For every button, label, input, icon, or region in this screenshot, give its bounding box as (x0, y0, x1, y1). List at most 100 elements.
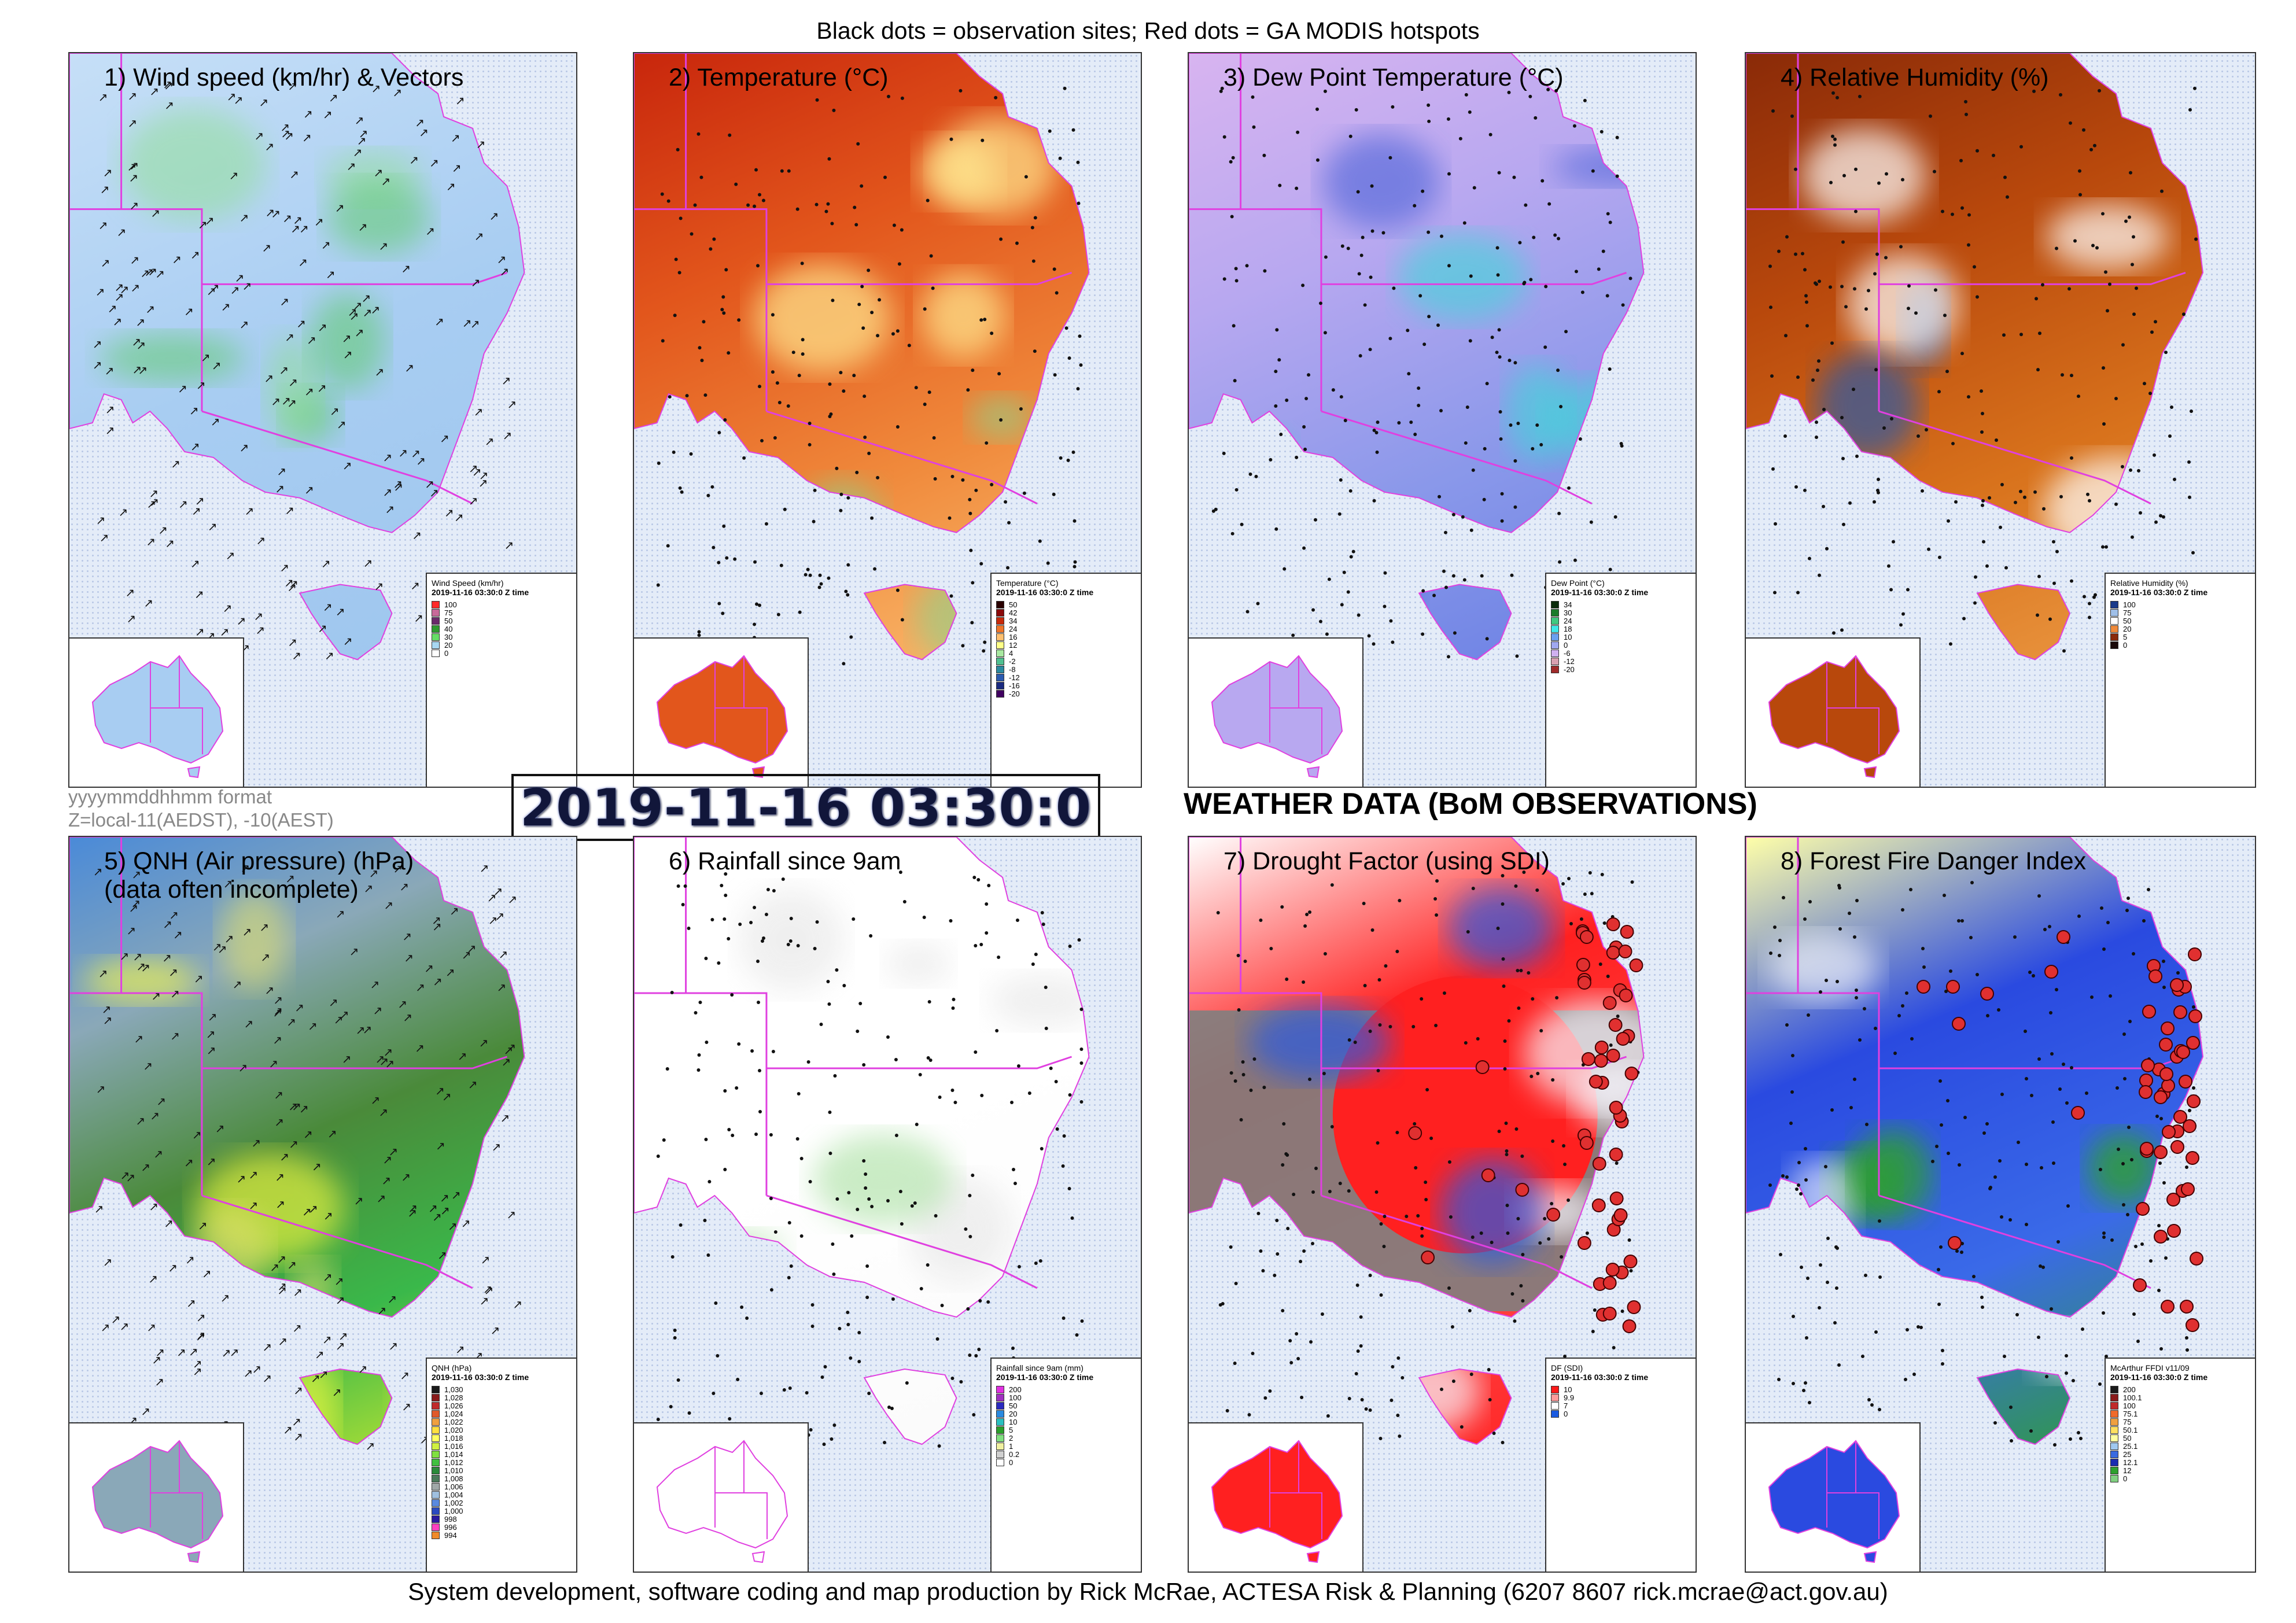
legend-label: 50 (2123, 1433, 2132, 1443)
svg-text:↗: ↗ (440, 1192, 449, 1205)
svg-text:↗: ↗ (242, 280, 252, 293)
svg-text:↗: ↗ (229, 170, 239, 183)
svg-text:↗: ↗ (239, 212, 249, 225)
svg-text:↗: ↗ (366, 1440, 375, 1453)
svg-text:↗: ↗ (93, 359, 102, 372)
legend-row: 50 (2110, 1433, 2250, 1443)
legend-label: 1,024 (444, 1409, 463, 1418)
modis-hotspots (1408, 917, 1643, 1333)
svg-text:↗: ↗ (415, 982, 425, 994)
svg-text:↗: ↗ (234, 94, 244, 107)
svg-text:↗: ↗ (323, 109, 333, 121)
svg-text:↗: ↗ (173, 929, 183, 942)
svg-text:↗: ↗ (131, 282, 141, 294)
svg-text:↗: ↗ (281, 128, 290, 141)
svg-text:↗: ↗ (212, 360, 222, 372)
svg-text:↗: ↗ (432, 921, 442, 934)
legend-row: -12 (1551, 657, 1691, 666)
legend-swatch (432, 641, 440, 649)
svg-text:↗: ↗ (132, 869, 142, 881)
svg-text:↗: ↗ (322, 1334, 332, 1347)
svg-text:↗: ↗ (448, 1220, 458, 1233)
svg-text:↗: ↗ (155, 268, 165, 281)
legend-label: 100 (444, 600, 457, 609)
svg-text:↗: ↗ (101, 1322, 110, 1334)
legend-swatch (2110, 608, 2118, 617)
svg-text:↗: ↗ (146, 1322, 156, 1334)
legend-swatch (996, 665, 1004, 673)
svg-text:↗: ↗ (355, 327, 364, 340)
legend-swatch (2110, 1442, 2118, 1450)
observation-sites (656, 86, 1083, 667)
svg-text:↗: ↗ (401, 263, 411, 275)
svg-text:↗: ↗ (343, 635, 353, 648)
legend-swatch (432, 1474, 440, 1482)
legend-label: 0 (444, 648, 449, 658)
legend-swatch (1551, 1410, 1559, 1418)
svg-text:↗: ↗ (483, 1283, 493, 1296)
svg-text:↗: ↗ (220, 626, 230, 639)
legend-swatch (1551, 657, 1559, 665)
svg-text:↗: ↗ (280, 121, 290, 134)
svg-text:↗: ↗ (398, 447, 408, 460)
svg-text:↗: ↗ (292, 650, 301, 662)
svg-text:↗: ↗ (374, 581, 384, 593)
legend-label: 9.9 (1564, 1393, 1575, 1402)
svg-text:↗: ↗ (171, 458, 180, 471)
svg-text:↗: ↗ (289, 1138, 298, 1151)
legend-row: -12 (996, 673, 1136, 682)
svg-text:↗: ↗ (241, 862, 250, 875)
legend-row: 2 (996, 1434, 1136, 1443)
map-legend: Relative Humidity (%) 2019-11-16 03:30:0 … (2105, 573, 2255, 787)
svg-text:↗: ↗ (433, 976, 443, 988)
legend-label: 100 (2123, 1401, 2136, 1410)
legend-label: 1,022 (444, 1417, 463, 1426)
svg-text:↗: ↗ (115, 291, 124, 304)
svg-text:↗: ↗ (164, 80, 174, 93)
svg-text:↗: ↗ (274, 1116, 284, 1129)
svg-text:↗: ↗ (371, 304, 381, 316)
legend-row: 994 (432, 1531, 572, 1540)
svg-text:↗: ↗ (164, 99, 174, 112)
legend-row: 1,006 (432, 1482, 572, 1491)
svg-text:↗: ↗ (198, 1220, 208, 1233)
legend-row: 20 (432, 641, 572, 650)
legend-swatch (1551, 649, 1559, 657)
svg-text:↗: ↗ (239, 319, 249, 331)
svg-text:↗: ↗ (146, 536, 156, 549)
svg-text:↗: ↗ (412, 530, 422, 543)
legend-row: 50 (432, 617, 572, 625)
legend-label: 1,000 (444, 1506, 463, 1515)
svg-text:↗: ↗ (163, 79, 172, 91)
svg-text:↗: ↗ (255, 130, 264, 143)
svg-text:↗: ↗ (256, 624, 266, 637)
svg-text:↗: ↗ (288, 80, 297, 93)
svg-text:↗: ↗ (215, 1123, 225, 1135)
svg-text:↗: ↗ (264, 372, 274, 385)
svg-text:↗: ↗ (149, 86, 159, 98)
svg-text:↗: ↗ (410, 580, 420, 593)
legend-title: Wind Speed (km/hr) (432, 578, 504, 588)
legend-date: 2019-11-16 03:30:0 Z time (996, 588, 1094, 597)
svg-text:↗: ↗ (327, 1128, 337, 1141)
svg-text:↗: ↗ (226, 550, 235, 563)
svg-text:↗: ↗ (451, 132, 460, 145)
legend-swatch (432, 1499, 440, 1507)
svg-text:↗: ↗ (190, 249, 200, 261)
svg-text:↗: ↗ (323, 1210, 333, 1223)
svg-text:↗: ↗ (329, 997, 338, 1009)
svg-text:↗: ↗ (330, 405, 340, 418)
legend-swatch (2110, 1401, 2118, 1410)
svg-text:↗: ↗ (278, 1336, 288, 1348)
svg-text:↗: ↗ (117, 226, 127, 239)
svg-text:↗: ↗ (149, 1201, 159, 1213)
svg-text:↗: ↗ (491, 1325, 500, 1337)
svg-text:↗: ↗ (277, 466, 286, 478)
map-canvas (634, 53, 1090, 667)
legend-date: 2019-11-16 03:30:0 Z time (1551, 588, 1649, 597)
svg-text:↗: ↗ (239, 442, 249, 455)
svg-text:↗: ↗ (294, 1002, 304, 1015)
svg-text:↗: ↗ (277, 1281, 287, 1293)
svg-text:↗: ↗ (487, 892, 497, 905)
legend-label: 1,018 (444, 1433, 463, 1443)
